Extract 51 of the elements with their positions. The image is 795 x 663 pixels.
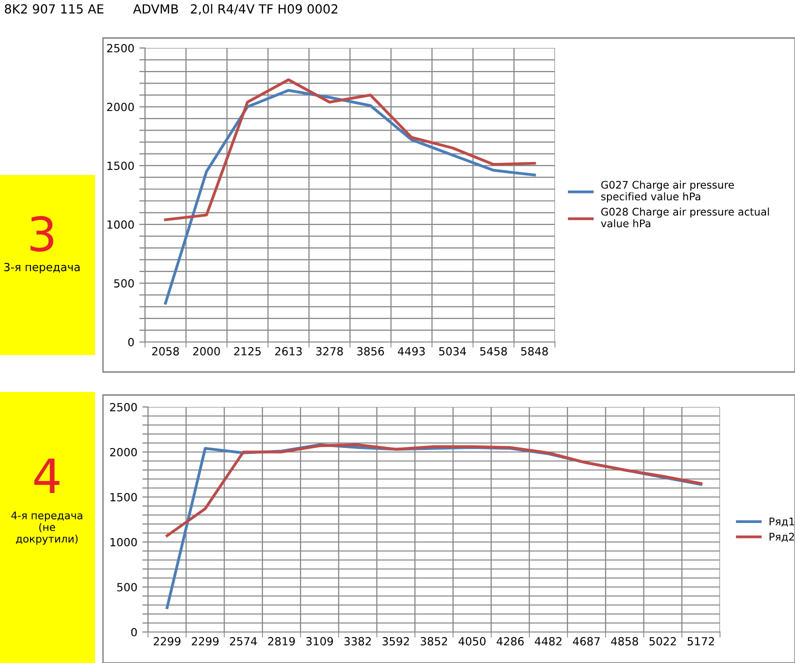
x-tick-label: 4493	[398, 347, 425, 356]
text: 8K2 907 115 AE	[4, 4, 104, 14]
x-tick-label: 2125	[234, 347, 261, 356]
y-tick-label: 0	[128, 338, 134, 346]
legend-label: Ряд2	[770, 532, 794, 542]
x-tick-label: 4858	[611, 637, 638, 646]
x-tick-label: 5172	[688, 637, 714, 646]
x-tick-label: 3109	[306, 637, 333, 646]
y-tick-label: 1500	[108, 162, 134, 170]
x-tick-label: 4286	[496, 637, 524, 646]
x-tick-label: 5034	[439, 347, 466, 356]
x-tick-label: 4050	[458, 637, 486, 646]
y-tick-label: 1000	[110, 538, 137, 546]
x-tick-label: 5848	[521, 347, 548, 356]
x-tick-label: 2613	[275, 347, 302, 356]
text: ADVMB	[133, 4, 178, 14]
x-tick-label: 5022	[650, 637, 676, 646]
x-tick-label: 2058	[152, 347, 179, 356]
line-series	[164, 88, 536, 305]
x-tick-label: 3592	[382, 637, 409, 646]
y-tick-label: 0	[131, 628, 137, 636]
text: 3	[30, 216, 54, 252]
y-tick-label: 2500	[107, 44, 134, 52]
x-tick-label: 2299	[154, 637, 180, 646]
y-tick-label: 1000	[108, 220, 134, 229]
line-series	[166, 443, 702, 538]
y-tick-label: 2000	[110, 448, 137, 456]
x-tick-label: 3856	[357, 347, 384, 356]
x-tick-label: 4687	[572, 637, 600, 646]
y-tick-label: 500	[117, 582, 137, 592]
text: 4	[34, 458, 60, 494]
x-tick-label: 3382	[344, 637, 371, 646]
x-tick-label: 5458	[480, 347, 507, 356]
x-tick-label: 2819	[268, 637, 295, 646]
text: 2,0l R4/4V TF H09 0002	[190, 4, 338, 15]
legend-label: Ряд1	[770, 518, 794, 527]
line-series	[164, 78, 536, 222]
y-tick-label: 500	[114, 279, 134, 288]
x-tick-label: 2299	[192, 637, 219, 646]
legend-label: G028 Charge air pressure actual value hPa	[600, 208, 769, 228]
x-tick-label: 3852	[420, 637, 448, 646]
y-tick-label: 2500	[110, 402, 137, 412]
x-tick-label: 4482	[534, 637, 562, 646]
text: 3-я передача	[4, 262, 80, 274]
x-tick-label: 2574	[230, 637, 257, 646]
y-tick-label: 2000	[107, 102, 134, 112]
x-tick-label: 3278	[316, 347, 343, 356]
text: 4-я передача (не докрутили)	[11, 512, 82, 545]
legend-label: G027 Charge air pressure specified value hPa	[601, 180, 734, 202]
y-tick-label: 1500	[110, 492, 137, 502]
x-tick-label: 2000	[193, 347, 220, 356]
